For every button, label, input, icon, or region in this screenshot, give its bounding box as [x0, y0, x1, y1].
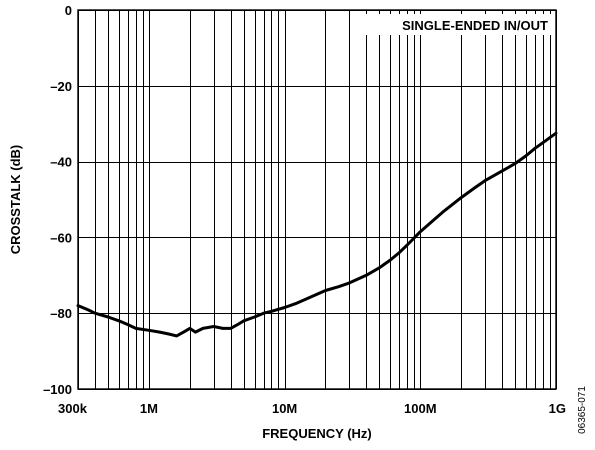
x-tick-label: 300k: [58, 401, 88, 416]
grid-lines: [78, 10, 557, 390]
y-tick-label: –20: [50, 79, 72, 94]
x-tick-label: 100M: [404, 401, 437, 416]
y-axis-title: CROSSTALK (dB): [8, 145, 23, 255]
y-tick-labels: 0 –20 –40 –60 –80 –100: [43, 3, 72, 397]
y-tick-label: 0: [65, 3, 72, 18]
y-tick-label: –100: [43, 382, 72, 397]
annotation-box: SINGLE-ENDED IN/OUT: [363, 14, 552, 35]
x-tick-label: 1M: [140, 401, 158, 416]
annotation-background: [363, 14, 552, 35]
y-tick-label: –80: [50, 306, 72, 321]
crosstalk-line: [76, 131, 558, 338]
data-series: [76, 131, 558, 338]
y-tick-label: –60: [50, 230, 72, 245]
y-tick-label: –40: [50, 155, 72, 170]
x-axis-title: FREQUENCY (Hz): [262, 426, 372, 441]
plot-frame: [77, 9, 557, 390]
x-tick-label: 10M: [272, 401, 297, 416]
figure-id: 06365-071: [577, 386, 588, 434]
annotation-label: SINGLE-ENDED IN/OUT: [402, 18, 548, 33]
x-tick-labels: 300k 1M 10M 100M 1G: [58, 401, 566, 416]
x-tick-label: 1G: [549, 401, 566, 416]
